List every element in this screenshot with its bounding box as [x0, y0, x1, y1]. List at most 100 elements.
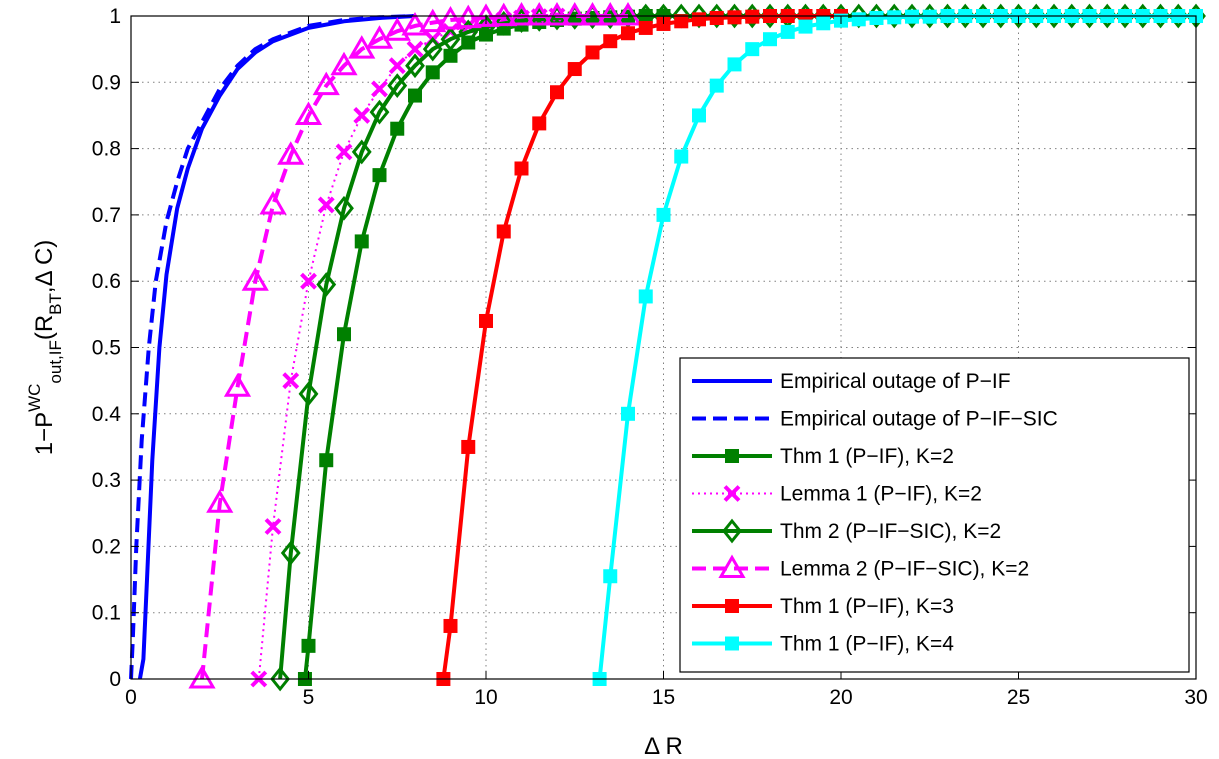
legend-entry-7: Thm 1 (P−IF), K=4 — [692, 633, 954, 656]
diamond-marker — [493, 10, 514, 36]
y-tick-label: 0.5 — [92, 337, 121, 360]
square-marker — [798, 19, 813, 34]
legend-label: Thm 1 (P−IF), K=4 — [780, 633, 954, 656]
legend-label: Lemma 1 (P−IF), K=2 — [780, 483, 982, 506]
square-marker — [354, 234, 369, 249]
square-marker — [656, 207, 671, 222]
triangle-marker — [490, 2, 518, 27]
square-marker — [709, 10, 724, 25]
square-marker — [621, 406, 635, 421]
y-tick-label: 0.4 — [92, 403, 122, 426]
square-marker — [780, 24, 795, 39]
triangle-marker — [241, 267, 269, 291]
square-marker — [621, 26, 635, 41]
y-axis-title: 1−PWCout,IF(RBT,Δ C) — [25, 240, 65, 456]
legend-label: Empirical outage of P−IF — [780, 370, 1011, 393]
square-marker — [922, 9, 937, 24]
square-marker — [532, 116, 547, 131]
square-marker — [461, 439, 476, 454]
square-marker — [567, 62, 582, 77]
square-marker — [638, 20, 653, 35]
square-marker — [301, 638, 316, 653]
x-marker — [300, 272, 317, 290]
square-marker — [603, 34, 618, 49]
square-marker — [319, 453, 334, 468]
y-axis-title-subscript: out,IF — [46, 340, 65, 383]
square-marker — [390, 121, 405, 136]
legend-entry-6: Thm 1 (P−IF), K=3 — [692, 595, 954, 618]
diamond-marker — [270, 666, 291, 692]
diamond-marker — [440, 26, 461, 52]
triangle-marker — [259, 190, 287, 215]
x-marker — [723, 485, 741, 502]
triangle-marker — [419, 8, 447, 33]
legend-entry-3: Lemma 1 (P−IF), K=2 — [692, 483, 982, 506]
x-tick-label: 15 — [652, 686, 675, 709]
legend-label: Thm 1 (P−IF), K=2 — [780, 445, 954, 468]
series-5 — [188, 2, 642, 689]
x-marker — [317, 196, 335, 214]
axis-ticks: 0 5 10 15 20 25 30 0 0.1 0.2 0.3 0.4 0.5 0.6 0.7 0.8 0.9… — [92, 5, 1208, 709]
square-marker — [727, 57, 742, 72]
square-marker — [674, 149, 689, 164]
series-group — [129, 2, 1206, 692]
square-marker — [887, 10, 902, 25]
square-marker — [763, 32, 777, 47]
diamond-marker — [405, 53, 425, 79]
square-marker — [496, 224, 511, 239]
diamond-marker — [722, 518, 742, 544]
series-line — [200, 14, 628, 680]
diamond-marker — [369, 99, 390, 125]
square-marker — [674, 14, 689, 29]
square-marker — [514, 161, 529, 176]
legend-label: Lemma 2 (P−IF−SIC), K=2 — [780, 558, 1029, 581]
square-marker — [479, 313, 493, 328]
triangle-marker — [561, 2, 589, 26]
square-marker — [372, 168, 387, 183]
diamond-marker — [476, 14, 496, 40]
square-marker — [869, 10, 884, 25]
x-tick-label: 30 — [1184, 686, 1207, 709]
y-tick-label: 0.9 — [92, 71, 121, 94]
square-marker — [745, 42, 760, 57]
diamond-marker — [298, 381, 319, 407]
y-axis-title-rest: ,Δ C) — [31, 240, 58, 293]
x-marker — [335, 143, 353, 161]
legend-box — [679, 357, 1190, 673]
diamond-marker — [387, 73, 408, 99]
square-marker — [709, 78, 724, 93]
y-axis-title-base: 1−P — [31, 412, 58, 455]
diamond-marker — [351, 139, 372, 165]
series-line — [129, 14, 416, 680]
y-tick-label: 0.2 — [92, 535, 121, 558]
x-tick-label: 5 — [303, 686, 315, 709]
triangle-marker — [543, 2, 571, 26]
x-tick-label: 10 — [474, 686, 497, 709]
triangle-marker — [401, 11, 429, 36]
triangle-marker — [294, 101, 323, 125]
x-axis-title: Δ R — [644, 733, 683, 759]
legend-label: Empirical outage of P−IF−SIC — [780, 408, 1058, 431]
square-marker — [816, 16, 831, 31]
series-line — [257, 15, 558, 680]
triangle-marker — [206, 489, 234, 513]
diamond-marker — [422, 36, 443, 62]
legend-entry-1: Empirical outage of P−IF−SIC — [692, 408, 1058, 431]
square-marker — [585, 45, 600, 60]
diamond-marker — [316, 272, 337, 297]
x-marker — [388, 57, 406, 75]
x-marker — [353, 107, 371, 124]
y-tick-label: 0.6 — [92, 270, 121, 293]
square-marker — [725, 636, 739, 651]
x-marker — [282, 372, 300, 390]
square-marker — [692, 108, 706, 123]
triangle-marker — [614, 2, 642, 26]
square-marker — [638, 289, 653, 304]
triangle-marker — [188, 665, 216, 689]
legend-entry-5: Lemma 2 (P−IF−SIC), K=2 — [692, 554, 1029, 581]
triangle-marker — [507, 2, 536, 26]
square-marker — [745, 9, 760, 24]
square-marker — [851, 12, 866, 27]
x-tick-label: 25 — [1007, 686, 1030, 709]
